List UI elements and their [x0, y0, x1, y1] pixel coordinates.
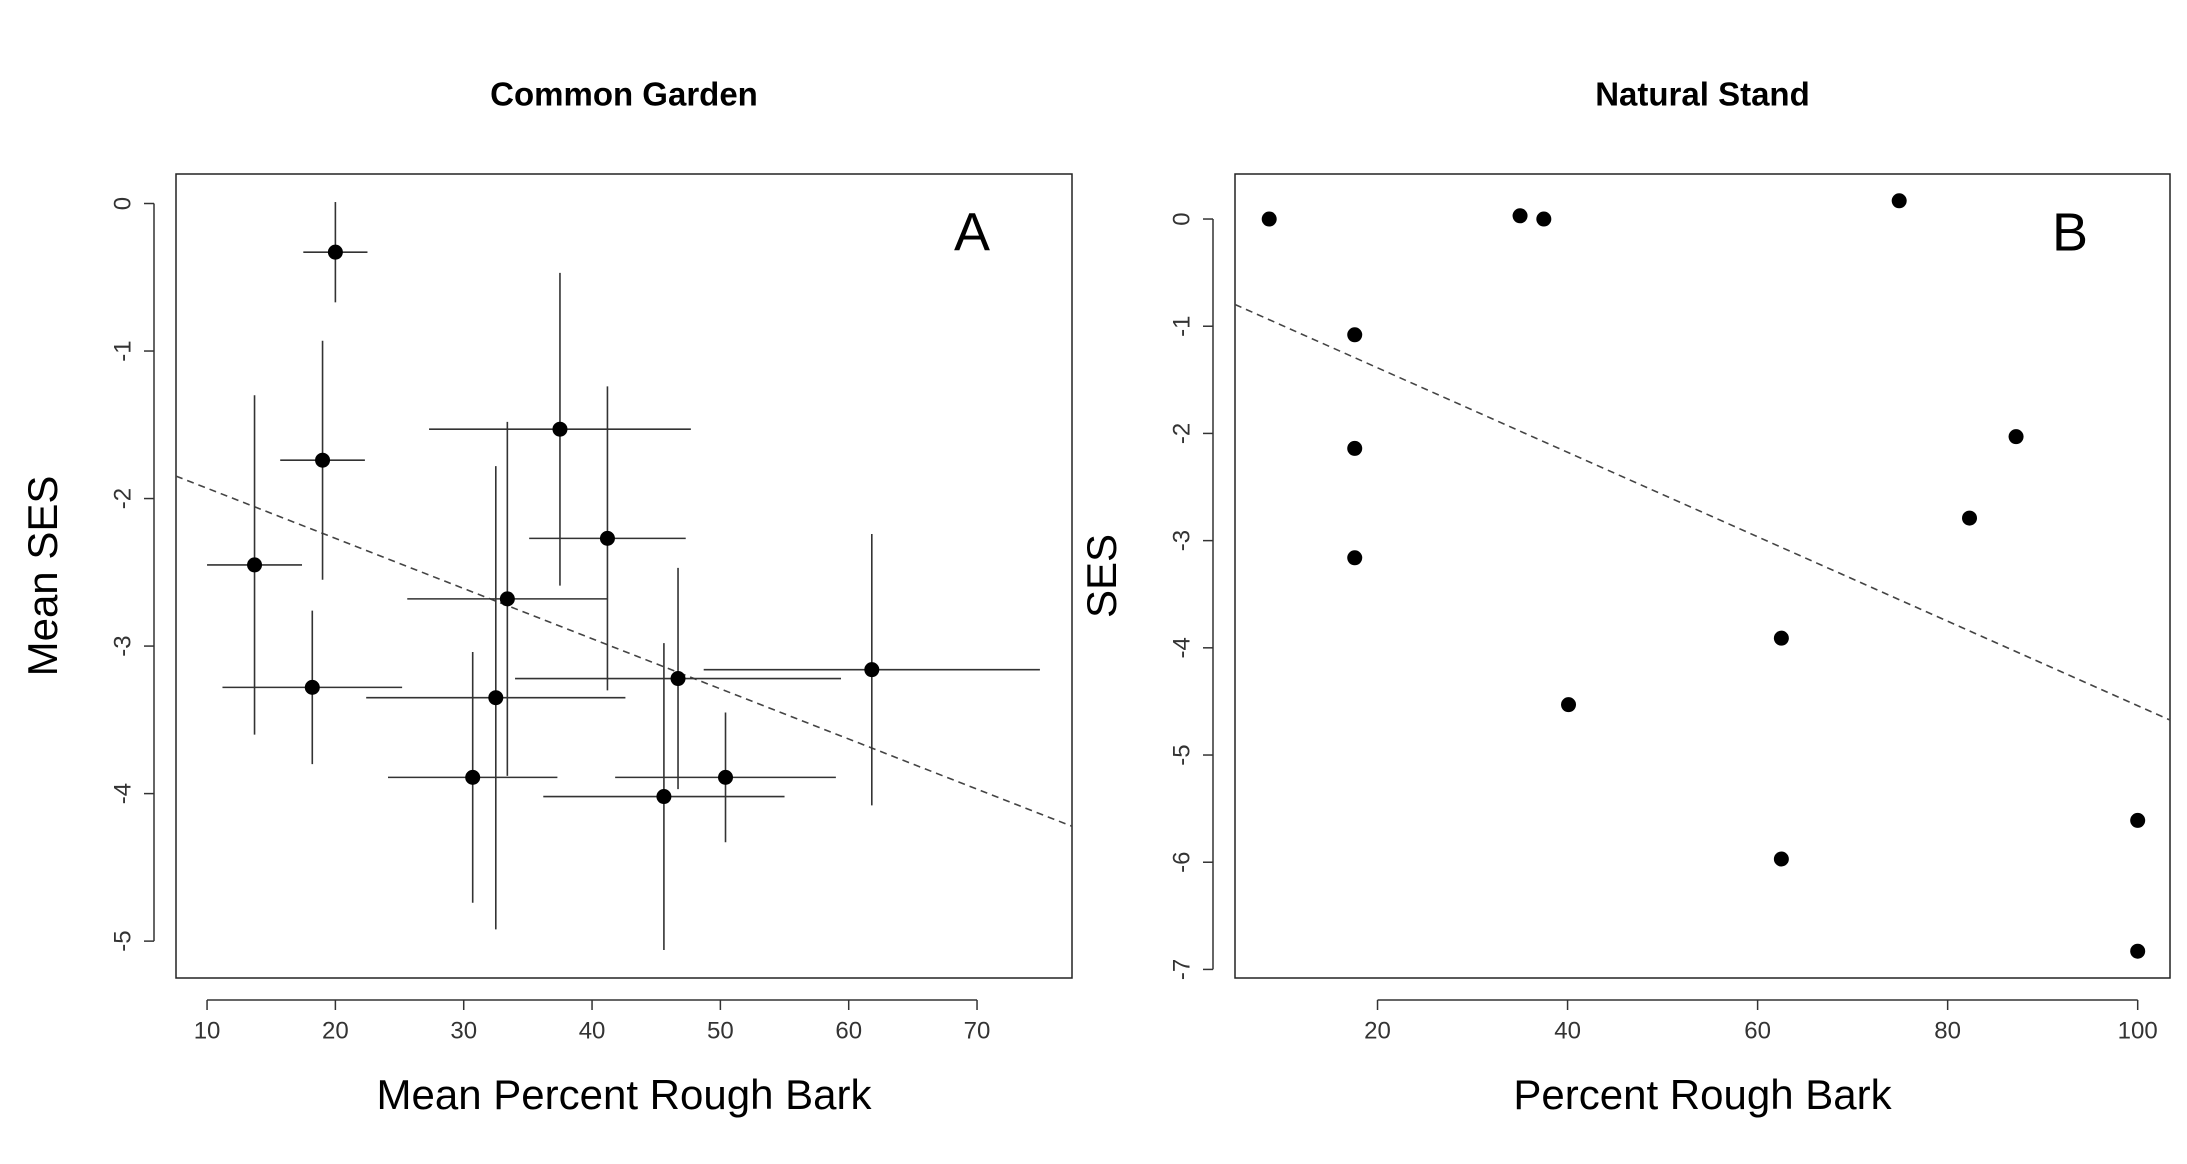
- point: [488, 690, 504, 706]
- point: [2130, 943, 2146, 959]
- point: [1347, 440, 1363, 456]
- point: [1773, 630, 1789, 646]
- y-tick-label: -5: [109, 930, 136, 951]
- x-tick-label: 60: [1744, 1017, 1771, 1044]
- x-tick-label: 60: [835, 1017, 862, 1044]
- y-axis-label: Mean SES: [19, 476, 66, 677]
- point: [499, 591, 515, 607]
- y-tick-label: -5: [1168, 744, 1195, 765]
- point: [1773, 851, 1789, 867]
- x-axis-label: Percent Rough Bark: [1513, 1071, 1892, 1118]
- x-tick-label: 80: [1934, 1017, 1961, 1044]
- x-tick-label: 30: [450, 1017, 477, 1044]
- point: [1512, 208, 1528, 224]
- chart-title: Common Garden: [490, 76, 758, 113]
- point: [2008, 429, 2024, 445]
- y-tick-label: -4: [1168, 637, 1195, 658]
- point: [327, 244, 343, 260]
- y-tick-label: 0: [1168, 212, 1195, 225]
- y-tick-label: -3: [1168, 530, 1195, 551]
- y-tick-label: -2: [109, 488, 136, 509]
- y-tick-label: -3: [109, 635, 136, 656]
- y-tick-label: -2: [1168, 423, 1195, 444]
- x-tick-label: 20: [322, 1017, 349, 1044]
- point: [304, 679, 320, 695]
- plot-frame: [175, 173, 1073, 979]
- y-tick-label: -1: [1168, 316, 1195, 337]
- y-axis-label: SES: [1078, 534, 1125, 618]
- point: [656, 789, 672, 805]
- point: [1261, 211, 1277, 227]
- point: [315, 452, 331, 468]
- y-tick-label: -4: [109, 783, 136, 804]
- x-tick-label: 100: [2118, 1017, 2158, 1044]
- y-tick-label: -7: [1168, 959, 1195, 980]
- x-tick-label: 50: [707, 1017, 734, 1044]
- x-tick-label: 10: [194, 1017, 221, 1044]
- point: [1347, 550, 1363, 566]
- point: [1536, 211, 1552, 227]
- point: [670, 671, 686, 687]
- x-tick-label: 20: [1364, 1017, 1391, 1044]
- x-tick-label: 70: [964, 1017, 991, 1044]
- trend-line: [1234, 303, 2171, 721]
- point: [599, 530, 615, 546]
- plot-frame: [1234, 173, 2171, 979]
- point: [2130, 812, 2146, 828]
- y-tick-label: -6: [1168, 852, 1195, 873]
- annotation: B: [2052, 202, 2088, 262]
- annotation: A: [954, 202, 990, 262]
- point: [718, 769, 734, 785]
- x-tick-label: 40: [579, 1017, 606, 1044]
- point: [1561, 697, 1577, 713]
- y-tick-label: -1: [109, 340, 136, 361]
- point: [1962, 510, 1978, 526]
- x-axis-label: Mean Percent Rough Bark: [377, 1071, 873, 1118]
- trend-line: [175, 475, 1073, 828]
- point: [552, 421, 568, 437]
- point: [1891, 193, 1907, 209]
- x-tick-label: 40: [1554, 1017, 1581, 1044]
- y-tick-label: 0: [109, 197, 136, 210]
- point: [247, 557, 263, 573]
- chart-title: Natural Stand: [1595, 76, 1810, 113]
- point: [465, 769, 481, 785]
- point: [1347, 327, 1363, 343]
- point: [864, 662, 880, 678]
